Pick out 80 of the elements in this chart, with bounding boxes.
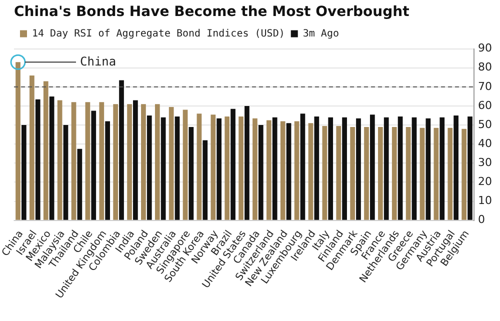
bar [127,104,132,220]
bar [364,126,369,220]
bar [258,125,264,220]
y-tick-label: 70 [478,80,492,93]
bar [322,126,328,220]
bar [196,114,202,220]
bar [448,128,453,220]
bar [113,104,118,220]
bar [370,114,375,220]
bar [174,116,180,220]
y-tick-label: 20 [478,175,492,188]
bar [356,118,361,220]
bar [350,126,355,220]
bar [266,120,272,220]
bar [454,116,458,220]
bar [224,116,230,220]
bar [300,114,306,220]
bar [314,116,320,220]
bar [91,110,96,220]
bar [252,118,258,220]
bar [420,128,425,220]
chart-title: China's Bonds Have Become the Most Overbought [14,4,410,20]
bar [244,106,250,220]
bar [43,81,48,220]
bar [440,117,445,220]
bar [210,114,216,220]
bar [216,118,222,220]
bar [468,116,472,220]
bar [272,117,278,220]
bar [154,104,160,220]
bar [105,121,110,220]
bar [202,140,208,220]
y-tick-label: 40 [478,136,492,150]
bar [49,96,54,220]
bar [63,125,68,220]
bar [294,121,300,220]
bar [462,128,466,220]
bar [238,116,244,220]
bar [328,117,334,220]
bar [230,108,236,220]
bar [426,118,431,220]
bar [398,116,403,220]
bar [22,125,26,220]
bar [336,126,342,220]
annotation: China [80,54,116,68]
bar [182,110,188,220]
y-tick-label: 80 [478,60,492,74]
bar [141,104,146,220]
bar [160,117,166,220]
legend-label: 14 Day RSI of Aggregate Bond Indices (USD) [32,28,285,40]
bar [85,102,90,220]
y-tick-label: 30 [478,156,492,170]
bar [30,75,34,220]
bar [77,148,82,220]
y-tick-label: 10 [478,194,492,208]
bar [308,123,314,220]
bar [392,126,397,220]
y-tick-label: 90 [478,42,492,55]
bar [119,80,124,220]
y-tick-label: 60 [478,98,492,112]
legend-label: 3m Ago [302,28,339,40]
bar [188,126,194,220]
bar [35,99,40,220]
bar [280,121,286,220]
bar [146,116,152,220]
bar [168,106,174,220]
bar [434,128,439,220]
bar [412,117,417,220]
y-tick-label: 50 [478,118,492,131]
bar [16,62,20,220]
bar [133,100,138,220]
bar [406,126,411,220]
bar [57,100,62,220]
bar [286,123,292,220]
bar [384,117,389,220]
bar [99,102,104,220]
bar [342,117,347,220]
bar [71,102,76,220]
y-tick-label: 0 [478,213,486,226]
bar [378,126,383,220]
